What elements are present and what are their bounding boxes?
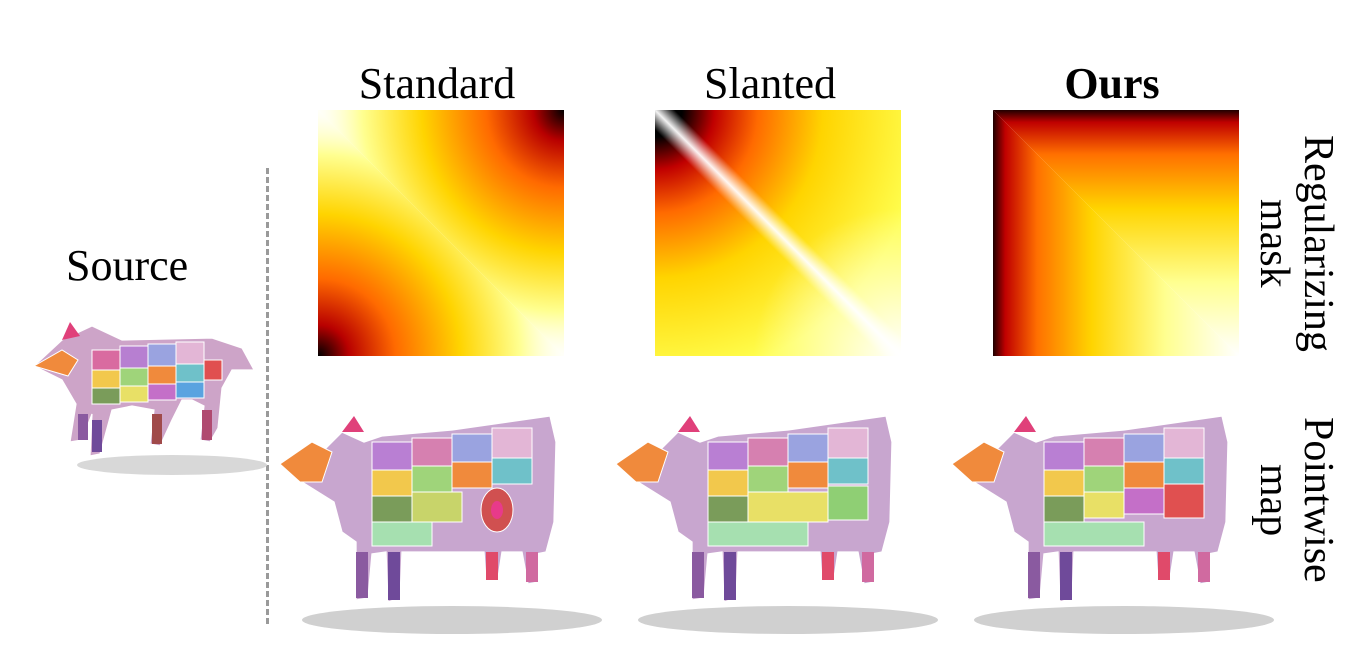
mask-heatmap-standard	[318, 110, 564, 356]
cow-pointwise-ours	[950, 415, 1274, 634]
column-title-ours: Ours	[1064, 59, 1160, 108]
source-wolf-model	[32, 322, 267, 475]
row-label-pointwise-map: Pointwise map	[1251, 417, 1341, 583]
row-label-regularizing-mask: Regularizing mask	[1251, 134, 1341, 352]
mask-heatmap-ours	[993, 110, 1239, 356]
cow-pointwise-standard	[278, 415, 602, 634]
cow-pointwise-slanted	[614, 415, 938, 634]
column-title-slanted: Slanted	[704, 59, 836, 108]
dashed-divider	[266, 168, 269, 624]
mask-heatmap-slanted	[655, 110, 901, 356]
column-title-standard: Standard	[358, 59, 516, 108]
source-label: Source	[66, 241, 189, 290]
